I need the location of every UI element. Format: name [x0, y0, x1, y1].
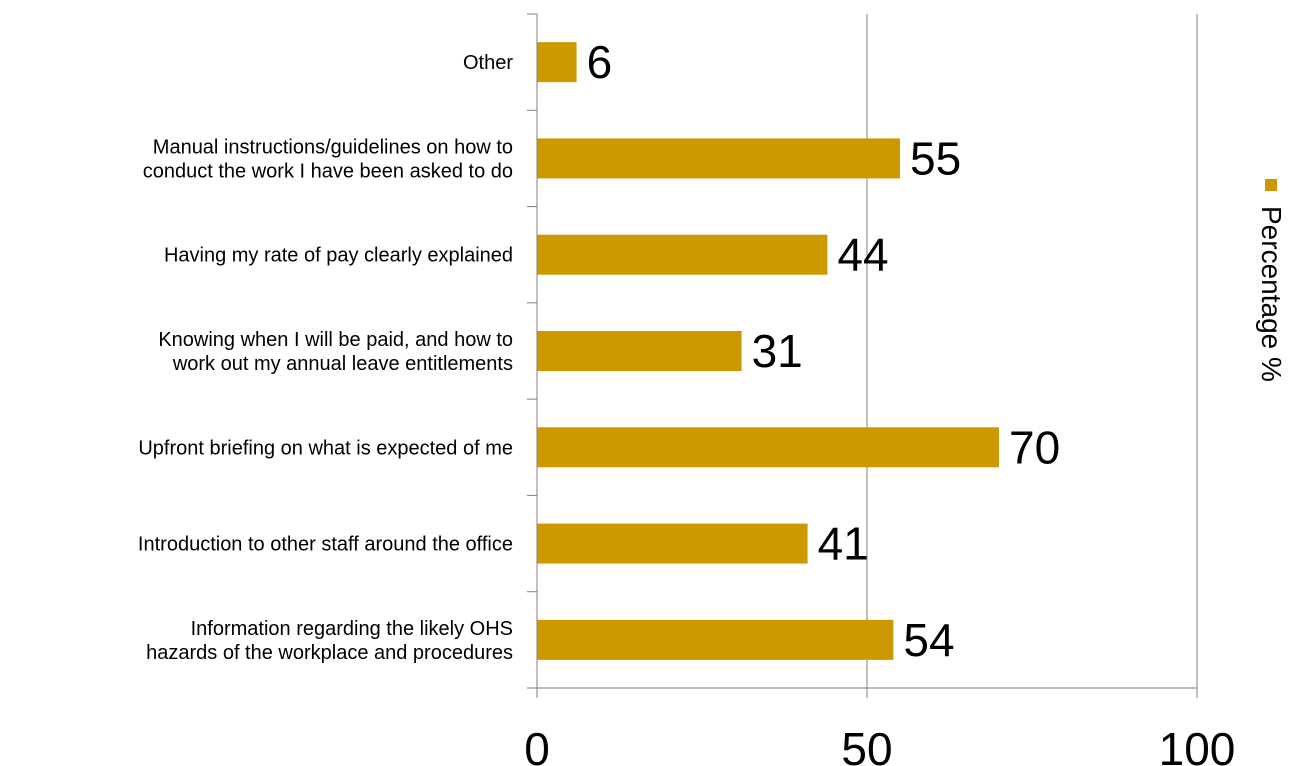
category-label: Other — [463, 52, 513, 74]
bar — [537, 523, 808, 564]
x-tick-labels: 0 50 100 — [524, 723, 1235, 766]
data-label: 55 — [910, 132, 961, 184]
bar — [537, 42, 577, 83]
data-label: 44 — [837, 229, 888, 281]
bar — [537, 619, 894, 660]
bar — [537, 427, 999, 468]
category-label: Having my rate of pay clearly explained — [164, 245, 513, 267]
x-tick-label: 50 — [841, 723, 892, 766]
category-label: Introduction to other staff around the o… — [138, 534, 513, 556]
category-label: conduct the work I have been asked to do — [143, 160, 513, 182]
category-label: Knowing when I will be paid, and how to — [158, 329, 513, 351]
category-label: Upfront briefing on what is expected of … — [138, 437, 513, 459]
bar — [537, 234, 828, 275]
data-label: 6 — [587, 36, 613, 88]
bar — [537, 138, 900, 179]
bar — [537, 331, 742, 371]
data-label: 70 — [1009, 421, 1060, 473]
axes — [527, 13, 1198, 698]
category-label: Manual instructions/guidelines on how to — [153, 136, 513, 158]
category-labels: Other Manual instructions/guidelines on h… — [138, 52, 513, 664]
category-label: hazards of the workplace and procedures — [146, 642, 513, 664]
data-labels: 6 55 44 31 70 41 54 — [587, 36, 1061, 666]
data-label: 41 — [818, 518, 869, 570]
data-label: 54 — [903, 614, 954, 666]
legend-label: Percentage % — [1256, 206, 1287, 382]
gridlines — [866, 14, 1198, 688]
category-label: Information regarding the likely OHS — [191, 618, 513, 640]
x-tick-label: 0 — [524, 723, 550, 766]
data-label: 31 — [752, 325, 803, 377]
category-label: work out my annual leave entitlements — [172, 353, 513, 375]
x-tick-label: 100 — [1159, 723, 1236, 766]
bars — [537, 42, 999, 660]
legend: Percentage % — [1256, 179, 1287, 382]
legend-swatch — [1265, 179, 1277, 191]
